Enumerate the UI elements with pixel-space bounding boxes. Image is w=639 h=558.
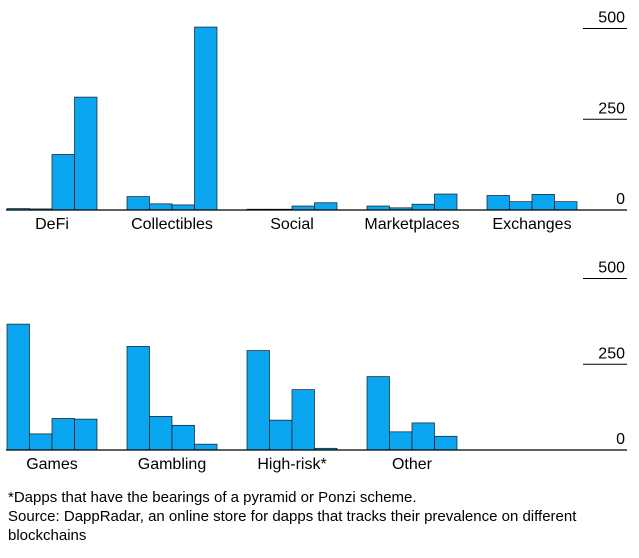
category-label: Social [270, 216, 314, 233]
bar-games-1 [6, 323, 30, 451]
bar-gambling-1 [126, 346, 150, 451]
category-label: Games [26, 456, 78, 473]
bar-exchanges-2 [509, 201, 533, 211]
bar-games-3 [51, 418, 75, 451]
bar-high-risk-3 [291, 389, 315, 451]
bar-other-2 [389, 431, 413, 451]
bar-collectibles-4 [194, 26, 218, 211]
y-tick-label: 250 [598, 345, 625, 362]
bar-gambling-3 [171, 424, 195, 451]
category-label: Gambling [138, 456, 206, 473]
bar-marketplaces-3 [411, 203, 435, 211]
bar-defi-3 [51, 154, 75, 211]
bar-exchanges-1 [486, 195, 510, 211]
footnote-asterisk-note: *Dapps that have the bearings of a pyram… [8, 489, 417, 506]
bar-social-4 [314, 202, 338, 211]
bar-games-2 [29, 433, 53, 451]
bar-chart: 0 250 500 DeFi Collectibles Social Marketplace… [6, 10, 627, 473]
bar-collectibles-2 [149, 203, 173, 211]
bar-exchanges-4 [554, 201, 578, 211]
bar-defi-4 [74, 96, 98, 211]
bar-collectibles-1 [126, 196, 150, 211]
bar-other-4 [434, 435, 458, 451]
category-label: Collectibles [131, 216, 213, 233]
bar-collectibles-3 [171, 204, 195, 211]
y-tick-label: 500 [598, 10, 625, 27]
bar-gambling-2 [149, 416, 173, 451]
bar-high-risk-1 [246, 350, 270, 451]
bar-other-3 [411, 422, 435, 451]
bar-other-1 [366, 376, 390, 451]
y-tick-label: 500 [598, 260, 625, 277]
bar-games-4 [74, 418, 98, 451]
y-tick-label: 0 [616, 191, 625, 208]
bar-exchanges-3 [531, 194, 555, 211]
category-label: Exchanges [492, 216, 571, 233]
category-label: Other [392, 456, 433, 473]
footnote: *Dapps that have the bearings of a pyram… [8, 488, 633, 545]
bar-marketplaces-4 [434, 193, 458, 211]
category-label: DeFi [35, 216, 69, 233]
y-tick-label: 250 [598, 100, 625, 117]
y-tick-label: 0 [616, 431, 625, 448]
bar-gambling-4 [194, 443, 218, 451]
category-label: Marketplaces [364, 216, 459, 233]
source-note: Source: DappRadar, an online store for d… [8, 508, 577, 544]
bar-high-risk-2 [269, 419, 293, 451]
category-label: High-risk* [257, 456, 326, 473]
